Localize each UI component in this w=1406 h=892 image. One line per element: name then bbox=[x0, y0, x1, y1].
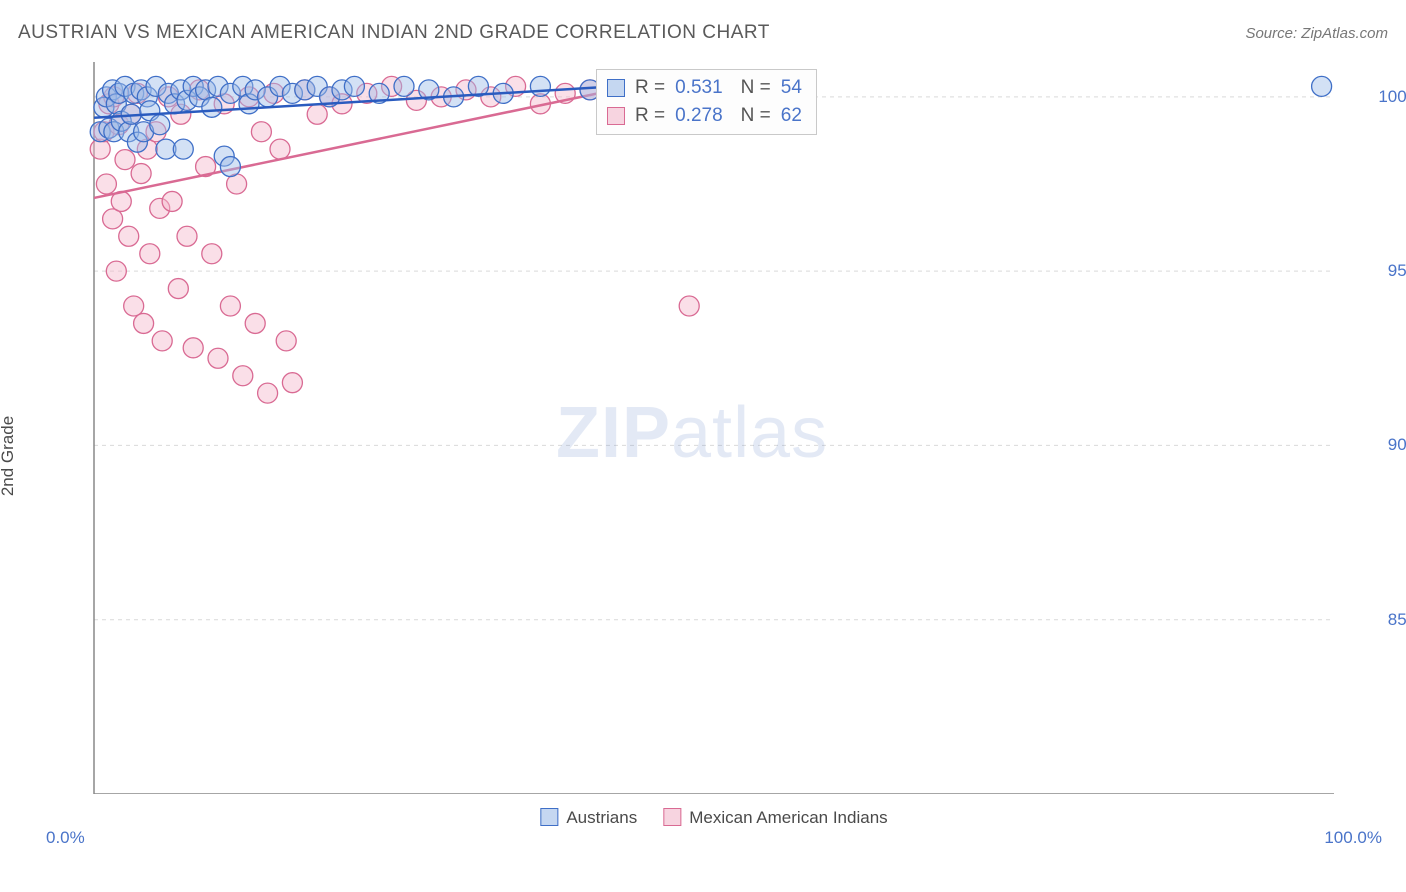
correlation-stats-box: R =0.531 N =54 R =0.278 N =62 bbox=[596, 69, 817, 135]
legend-item-austrians: Austrians bbox=[540, 808, 637, 828]
source-attribution: Source: ZipAtlas.com bbox=[1245, 25, 1388, 42]
stats-swatch-mexican bbox=[607, 107, 625, 125]
stats-row-mexican: R =0.278 N =62 bbox=[597, 102, 816, 130]
y-axis-label: 2nd Grade bbox=[0, 416, 18, 496]
scatter-plot-svg bbox=[46, 62, 1382, 794]
stats-row-austrians: R =0.531 N =54 bbox=[597, 74, 816, 102]
y-tick-label: 90.0% bbox=[1388, 435, 1406, 455]
chart-area: ZIPatlas 85.0%90.0%95.0%100.0% 0.0% 100.… bbox=[46, 62, 1382, 794]
legend: Austrians Mexican American Indians bbox=[540, 808, 887, 828]
legend-item-mexican: Mexican American Indians bbox=[663, 808, 887, 828]
legend-swatch-mexican bbox=[663, 808, 681, 826]
chart-title: AUSTRIAN VS MEXICAN AMERICAN INDIAN 2ND … bbox=[18, 22, 770, 44]
legend-swatch-austrians bbox=[540, 808, 558, 826]
y-tick-label: 85.0% bbox=[1388, 610, 1406, 630]
stats-swatch-austrians bbox=[607, 79, 625, 97]
y-tick-label: 95.0% bbox=[1388, 261, 1406, 281]
x-tick-max: 100.0% bbox=[1324, 828, 1382, 848]
y-tick-label: 100.0% bbox=[1378, 87, 1406, 107]
x-tick-min: 0.0% bbox=[46, 828, 85, 848]
